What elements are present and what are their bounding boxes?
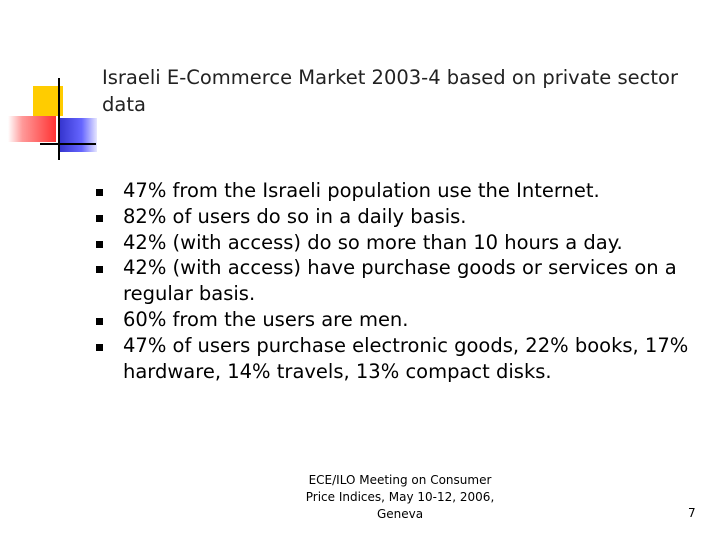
decorative-vertical-line xyxy=(58,78,60,160)
bullet-item: 60% from the users are men. xyxy=(96,307,706,333)
bullet-text: 60% from the users are men. xyxy=(123,307,409,331)
bullet-item: 42% (with access) have purchase goods or… xyxy=(96,255,706,307)
decorative-horizontal-line xyxy=(40,143,96,145)
slide-title: Israeli E-Commerce Market 2003-4 based o… xyxy=(102,66,678,116)
footer-line: Price Indices, May 10-12, 2006, xyxy=(305,490,495,504)
footer-text: ECE/ILO Meeting on Consumer Price Indice… xyxy=(300,472,500,523)
bullet-square-icon xyxy=(96,266,103,274)
decorative-blue-square xyxy=(59,118,97,152)
bullet-item: 47% from the Israeli population use the … xyxy=(96,178,706,204)
footer-line: Geneva xyxy=(376,507,424,521)
bullet-item: 42% (with access) do so more than 10 hou… xyxy=(96,230,706,256)
bullet-text: 47% from the Israeli population use the … xyxy=(123,179,600,202)
bullet-square-icon xyxy=(96,189,103,196)
bullet-text: 47% of users purchase electronic goods, … xyxy=(123,333,689,383)
bullet-text: 42% (with access) have purchase goods or… xyxy=(123,256,677,306)
bullet-square-icon xyxy=(96,240,103,248)
bullet-square-icon xyxy=(96,343,103,351)
bullet-text: 82% of users do so in a daily basis. xyxy=(123,204,467,228)
footer-line: ECE/ILO Meeting on Consumer xyxy=(308,473,492,487)
bullet-square-icon xyxy=(96,317,103,325)
bullet-item: 47% of users purchase electronic goods, … xyxy=(96,333,706,385)
bullet-text: 42% (with access) do so more than 10 hou… xyxy=(123,230,623,254)
bullet-list: 47% from the Israeli population use the … xyxy=(96,178,706,384)
bullet-item: 82% of users do so in a daily basis. xyxy=(96,204,706,230)
page-number: 7 xyxy=(688,506,696,520)
bullet-square-icon xyxy=(96,214,103,222)
decorative-red-bar xyxy=(8,116,56,142)
